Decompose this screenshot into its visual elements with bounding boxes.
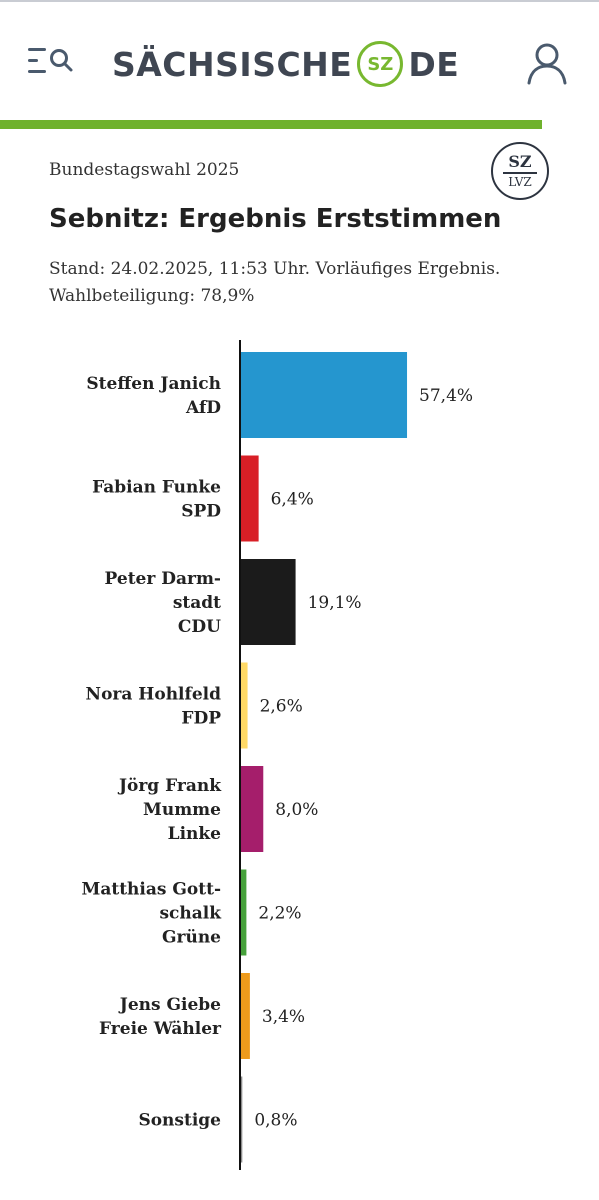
user-icon[interactable] (524, 40, 570, 86)
logo-badge: SZ (357, 41, 404, 87)
bar-label-2-0: Peter Darm- (105, 569, 221, 589)
value-label-0: 57,4% (419, 386, 473, 406)
bar-0[interactable] (240, 352, 408, 438)
results-bar-chart: Steffen Janich AfD 57,4% Fabian Funke SPD 6,4… (82, 340, 473, 1170)
bar-label-0-1: AfD (185, 398, 221, 418)
badge-bottom: LVZ (508, 174, 532, 189)
bar-3[interactable] (240, 662, 248, 749)
bar-label-3-0: Nora Hohlfeld (86, 685, 222, 705)
bar-label-4-2: Linke (168, 824, 222, 844)
bar-5[interactable] (240, 869, 247, 956)
bar-1[interactable] (240, 455, 259, 542)
menu-search-icon[interactable] (26, 42, 76, 82)
bar-2[interactable] (240, 559, 296, 645)
bar-label-4-1: Mumme (143, 800, 221, 820)
bar-label-3-1: FDP (181, 709, 221, 729)
bar-label-2-2: CDU (178, 617, 221, 637)
bar-label-6-0: Jens Giebe (118, 995, 221, 1015)
chart-title: Sebnitz: Ergebnis Erststimmen (49, 204, 502, 234)
logo-text-left: SÄCHSISCHE (112, 44, 353, 84)
sz-lvz-badge: SZ LVZ (491, 142, 549, 200)
badge-divider (503, 171, 537, 174)
logo-text-right: DE (408, 44, 460, 84)
site-logo[interactable]: SÄCHSISCHE SZ DE (112, 36, 459, 92)
bar-6[interactable] (240, 973, 250, 1059)
bar-label-0-0: Steffen Janich (86, 374, 221, 394)
value-label-7: 0,8% (254, 1111, 297, 1131)
bar-label-5-1: schalk (159, 904, 222, 924)
bar-label-7-0: Sonstige (138, 1111, 221, 1131)
article-supertitle: Bundestagswahl 2025 (49, 160, 240, 180)
top-border (0, 0, 599, 2)
value-label-2: 19,1% (308, 593, 362, 613)
bar-label-6-1: Freie Wähler (99, 1019, 222, 1039)
bar-4[interactable] (240, 766, 264, 852)
value-label-3: 2,6% (260, 697, 303, 717)
value-label-1: 6,4% (271, 490, 314, 510)
bar-label-1-1: SPD (181, 502, 221, 522)
bar-7[interactable] (240, 1076, 243, 1163)
bar-label-1-0: Fabian Funke (92, 478, 221, 498)
bar-label-5-2: Grüne (162, 928, 221, 948)
bar-label-4-0: Jörg Frank (117, 776, 222, 796)
value-label-4: 8,0% (275, 800, 318, 820)
chart-subtitle: Stand: 24.02.2025, 11:53 Uhr. Vorläufige… (49, 259, 501, 306)
value-label-5: 2,2% (258, 904, 301, 924)
value-label-6: 3,4% (262, 1007, 305, 1027)
badge-top: SZ (508, 151, 532, 171)
brand-bar (0, 120, 542, 129)
bar-label-2-1: stadt (173, 593, 221, 613)
site-header: SÄCHSISCHE SZ DE (0, 2, 599, 120)
bar-label-5-0: Matthias Gott- (82, 880, 221, 900)
